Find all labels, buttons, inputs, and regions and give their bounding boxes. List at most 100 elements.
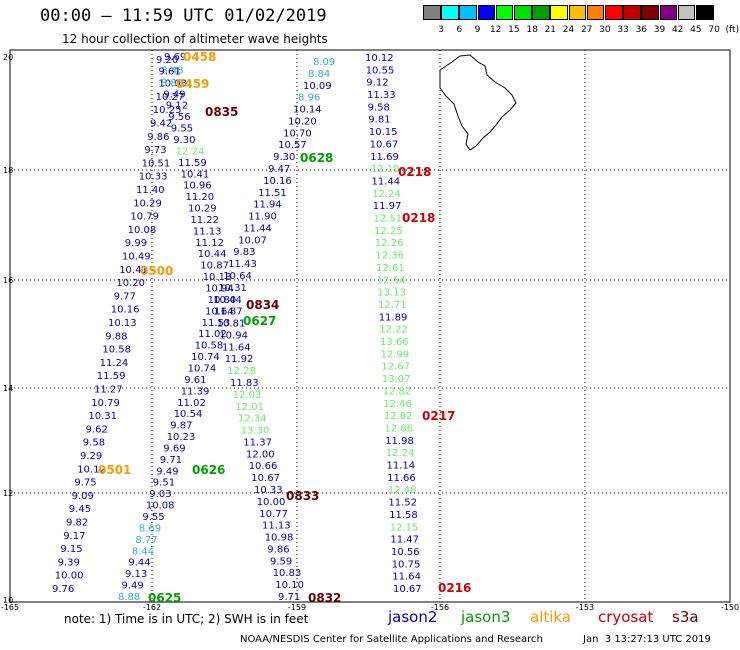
legend-jason2: jason2 <box>388 608 438 626</box>
wave-height-value: 10.57 <box>278 140 307 151</box>
color-swatch <box>532 5 550 20</box>
wave-height-value: 10.27 <box>156 92 185 103</box>
pass-time-label: 0832 <box>308 591 341 605</box>
wave-height-value: 9.49 <box>163 89 185 100</box>
color-swatch <box>514 5 532 20</box>
wave-height-value: 9.76 <box>52 584 74 595</box>
wave-height-value: 11.44 <box>243 223 272 234</box>
wave-height-value: 9.55 <box>171 124 193 135</box>
wave-height-value: 9.30 <box>173 135 195 146</box>
wave-height-value: 12.24 <box>372 189 401 200</box>
wave-height-value: 10.29 <box>188 204 217 215</box>
wave-height-value: 11.89 <box>379 312 408 323</box>
wave-height-value: 10.74 <box>191 352 220 363</box>
pass-time-label: 0500 <box>140 264 173 278</box>
wave-height-value: 9.71 <box>160 455 182 466</box>
wave-height-value: 9.58 <box>83 438 105 449</box>
wave-height-value: 8.77 <box>135 535 157 546</box>
wave-height-value: 10.75 <box>392 559 421 570</box>
color-scale-label: 21 <box>544 25 557 35</box>
wave-height-value: 11.33 <box>367 90 396 101</box>
wave-height-value: 11.94 <box>253 200 282 211</box>
wave-height-value: 12.25 <box>374 226 403 237</box>
wave-height-value: 12.99 <box>381 349 410 360</box>
pass-time-label: 0458 <box>183 50 216 64</box>
wave-height-value: 12.03 <box>233 390 262 401</box>
wave-height-value: 9.59 <box>270 556 292 567</box>
wave-height-value: 9.61 <box>159 66 181 77</box>
wave-height-value: 10.81 <box>217 319 246 330</box>
color-scale-label: 39 <box>653 25 666 35</box>
longitude-tick-label: -156 <box>431 603 449 612</box>
wave-height-value: 10.41 <box>181 169 210 180</box>
wave-height-value: 11.66 <box>387 473 416 484</box>
map-frame <box>9 49 731 603</box>
wave-height-value: 9.86 <box>147 132 169 143</box>
wave-height-value: 10.79 <box>91 398 120 409</box>
wave-height-value: 11.59 <box>97 371 126 382</box>
wave-height-value: 8.44 <box>132 546 154 557</box>
wave-height-value: 9.29 <box>80 451 102 462</box>
color-scale-label: 24 <box>562 25 575 35</box>
color-scale-label: 18 <box>526 25 538 35</box>
wave-height-value: 10.08 <box>146 501 175 512</box>
wave-height-value: 8.84 <box>308 69 330 80</box>
wave-height-value: 10.51 <box>142 158 171 169</box>
wave-height-value: 8.88 <box>118 592 140 603</box>
wave-height-value: 9.45 <box>69 504 91 515</box>
wave-height-value: 9.58 <box>368 102 390 113</box>
hawaii-island-outline <box>439 54 517 151</box>
wave-height-value: 12.26 <box>375 238 404 249</box>
wave-height-value: 11.98 <box>385 436 414 447</box>
wave-height-value: 12.82 <box>384 411 413 422</box>
wave-height-value: 10.70 <box>283 128 312 139</box>
wave-height-value: 11.69 <box>370 152 399 163</box>
color-scale-label: (ft) <box>725 25 740 35</box>
wave-height-value: 9.81 <box>368 115 390 126</box>
pass-time-label: 0459 <box>176 77 209 91</box>
wave-height-value: 10.08 <box>128 225 157 236</box>
latitude-tick-label: 12 <box>3 489 13 498</box>
wave-height-value: 10.03 <box>158 79 187 90</box>
wave-height-value: 11.83 <box>230 378 259 389</box>
wave-height-value: 11.27 <box>94 385 123 396</box>
wave-height-value: 11.47 <box>390 535 419 546</box>
longitude-tick-label: -150 <box>721 603 739 612</box>
wave-height-value: 11.51 <box>258 188 287 199</box>
wave-height-value: 9.99 <box>125 238 147 249</box>
wave-height-value: 10.31 <box>88 411 117 422</box>
wave-height-value: 9.71 <box>278 592 300 603</box>
wave-height-value: 11.14 <box>387 461 416 472</box>
wave-height-value: 10.10 <box>275 580 304 591</box>
latitude-tick-label: 10 <box>3 596 13 605</box>
wave-height-value: 11.58 <box>389 510 418 521</box>
wave-height-value: 11.64 <box>392 572 421 583</box>
altimeter-tracks: 9.69 8.48 10.03 10.27 10.25 9.42 9.86 9.73 10.51… <box>52 52 422 603</box>
color-scale-label: 33 <box>617 25 629 35</box>
wave-height-value: 12.61 <box>376 263 405 274</box>
wave-height-value: 11.37 <box>243 437 272 448</box>
wave-height-value: 9.12 <box>166 101 188 112</box>
wave-height-value: 10.41 <box>119 265 148 276</box>
wave-height-value: 9.49 <box>122 581 144 592</box>
color-swatch <box>477 5 496 20</box>
pass-time-label: 0501 <box>98 463 131 477</box>
wave-height-value: 11.43 <box>228 259 257 270</box>
wave-height-value: 10.54 <box>174 409 203 420</box>
wave-height-value: 10.14 <box>293 105 322 116</box>
wave-height-value: 12.36 <box>375 251 404 262</box>
wave-height-map: -165 -162 -159 -156 -153 -150 20 18 16 14 12 10 9.6… <box>1 49 739 612</box>
wave-height-value: 11.92 <box>225 354 254 365</box>
wave-height-value: 12.71 <box>378 300 407 311</box>
wave-height-value: 10.31 <box>218 283 247 294</box>
color-scale-label: 30 <box>599 25 611 35</box>
wave-height-value: 12.51 <box>374 214 403 225</box>
wave-height-value: 9.51 <box>153 478 175 489</box>
wave-height-value: 11.87 <box>214 307 243 318</box>
pass-time-label: 0216 <box>438 581 471 595</box>
pass-time-label: 0834 <box>246 298 279 312</box>
color-swatch <box>696 5 714 20</box>
wave-height-value: 11.52 <box>388 498 417 509</box>
wave-height-value: 12.54 <box>377 275 406 286</box>
wave-height-value: 10.33 <box>254 485 283 496</box>
